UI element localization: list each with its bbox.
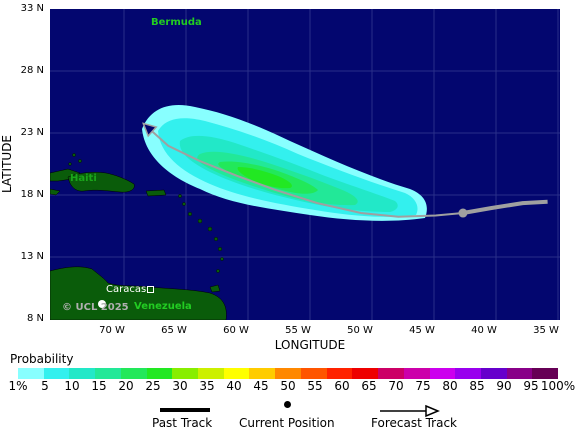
scale-label: 60: [334, 379, 350, 393]
lon-tick: 70 W: [99, 325, 125, 336]
scale-label: 95: [523, 379, 539, 393]
scale-label: 85: [469, 379, 485, 393]
scale-swatch: [506, 368, 533, 379]
lon-tick: 45 W: [409, 325, 435, 336]
forecast-track-line: [142, 122, 464, 218]
venezuela-label: Venezuela: [134, 301, 192, 312]
current-position-swatch-icon: [284, 401, 291, 408]
swath-25pct: [237, 167, 292, 189]
caracas-dot-icon: [98, 300, 106, 308]
x-axis-title: LONGITUDE: [274, 338, 346, 352]
scale-swatch: [352, 368, 379, 379]
scale-swatch: [120, 368, 147, 379]
probability-swath: [142, 105, 427, 221]
scale-label: 55: [307, 379, 323, 393]
scale-swatch: [146, 368, 173, 379]
south-america-land: [50, 266, 227, 320]
scale-label: 65: [361, 379, 377, 393]
lat-tick: 8 N: [26, 313, 44, 324]
current-position-key-label: Current Position: [239, 416, 335, 430]
haiti-label: Haiti: [70, 173, 97, 184]
probability-scale-labels: 1% 5 10 15 20 25 30 35 40 45 50 55 60 65 70 75 80 85 90 95 1…: [0, 379, 580, 393]
scale-swatch: [223, 368, 250, 379]
scale-swatch: [378, 368, 404, 379]
scale-label: 30: [172, 379, 188, 393]
trinidad-land: [209, 284, 221, 293]
scale-swatch: [249, 368, 276, 379]
scale-label: 1%: [8, 379, 28, 393]
scale-label: 20: [118, 379, 134, 393]
scale-swatch: [300, 368, 327, 379]
scale-label: 15: [91, 379, 107, 393]
scale-label: 50: [280, 379, 296, 393]
land: [50, 168, 227, 320]
scale-swatch: [18, 368, 44, 379]
lon-tick: 40 W: [471, 325, 497, 336]
lon-tick: 60 W: [223, 325, 249, 336]
hispaniola-land: [67, 171, 135, 193]
scale-label: 40: [226, 379, 242, 393]
lat-tick: 28 N: [20, 65, 44, 76]
y-axis-title: LATITUDE: [0, 134, 14, 194]
caracas-marker-icon: [147, 286, 154, 293]
scale-label: 70: [388, 379, 404, 393]
scale-swatch: [198, 368, 224, 379]
lat-tick: 18 N: [20, 189, 44, 200]
scale-swatch: [480, 368, 507, 379]
scale-label: 5: [41, 379, 49, 393]
scale-swatch: [429, 368, 456, 379]
scale-swatch: [326, 368, 353, 379]
lon-tick: 35 W: [533, 325, 559, 336]
past-track-swatch: [160, 408, 210, 412]
forecast-arrow-head: [142, 122, 158, 138]
scale-label: 25: [145, 379, 161, 393]
past-track-line: [462, 199, 548, 215]
legend-title: Probability: [10, 352, 74, 366]
scale-label: 80: [442, 379, 458, 393]
map-canvas: [50, 9, 560, 320]
scale-label: 100%: [540, 379, 576, 393]
puerto-rico-land: [145, 189, 167, 197]
forecast-track-key-label: Forecast Track: [371, 416, 457, 430]
probability-color-scale: [18, 368, 559, 379]
scale-swatch: [532, 368, 559, 379]
caracas-label: Caracas: [106, 284, 147, 295]
scale-swatch: [43, 368, 70, 379]
scale-swatch: [172, 368, 199, 379]
jamaica-land: [50, 188, 61, 196]
scale-swatch: [403, 368, 430, 379]
lon-tick: 55 W: [285, 325, 311, 336]
lon-tick: 65 W: [161, 325, 187, 336]
credit-label: © UCL 2025: [62, 302, 129, 313]
forecast-track-swatch-icon: [380, 404, 440, 418]
map-panel: [50, 9, 560, 320]
current-position-marker: [458, 208, 468, 218]
scale-swatch: [455, 368, 481, 379]
scale-label: 75: [415, 379, 431, 393]
lon-tick: 50 W: [347, 325, 373, 336]
lat-tick: 23 N: [20, 127, 44, 138]
scale-swatch: [95, 368, 121, 379]
scale-label: 10: [64, 379, 80, 393]
past-track-key-label: Past Track: [152, 416, 213, 430]
lat-tick: 33 N: [20, 3, 44, 14]
scale-swatch: [69, 368, 96, 379]
bermuda-label: Bermuda: [151, 17, 202, 28]
lat-tick: 13 N: [20, 251, 44, 262]
scale-label: 45: [253, 379, 269, 393]
lesser-antilles: [68, 153, 224, 273]
scale-swatch: [275, 368, 301, 379]
scale-label: 35: [199, 379, 215, 393]
scale-label: 90: [496, 379, 512, 393]
